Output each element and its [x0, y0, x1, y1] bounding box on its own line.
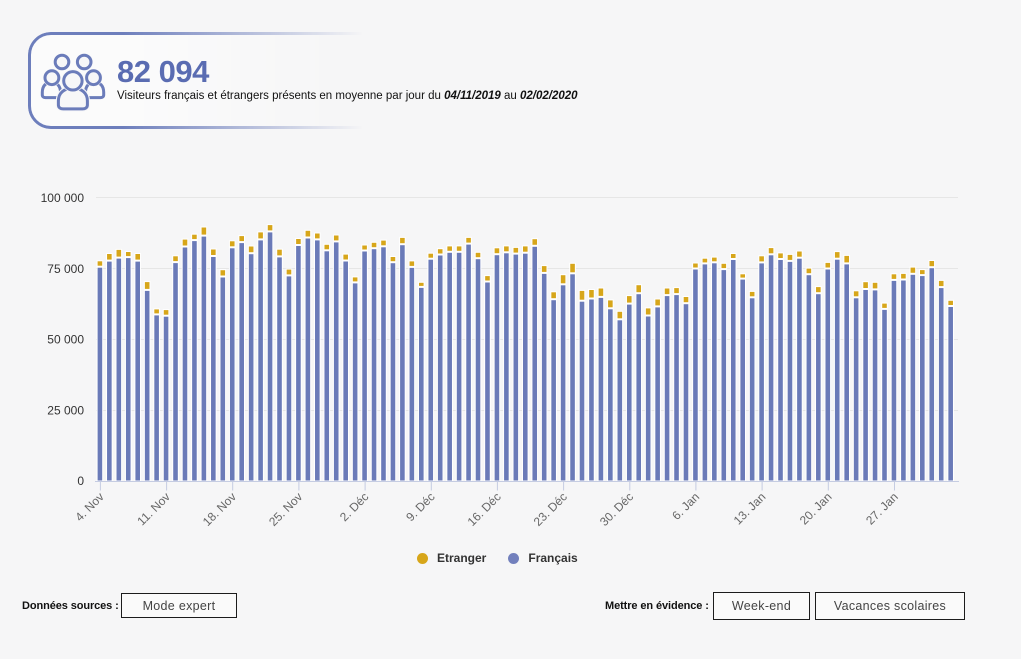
- svg-text:23. Déc: 23. Déc: [531, 490, 570, 529]
- svg-text:25. Nov: 25. Nov: [266, 490, 305, 529]
- svg-text:100 000: 100 000: [41, 191, 85, 205]
- svg-text:25 000: 25 000: [47, 403, 84, 417]
- svg-text:13. Jan: 13. Jan: [731, 490, 769, 528]
- svg-text:20. Jan: 20. Jan: [797, 490, 835, 528]
- svg-text:11. Nov: 11. Nov: [134, 490, 173, 529]
- svg-text:27. Jan: 27. Jan: [863, 490, 901, 528]
- svg-text:16. Déc: 16. Déc: [465, 490, 504, 529]
- svg-text:0: 0: [77, 474, 84, 488]
- svg-text:2. Déc: 2. Déc: [337, 490, 371, 524]
- svg-text:18. Nov: 18. Nov: [200, 490, 239, 529]
- svg-text:75 000: 75 000: [47, 262, 84, 276]
- svg-text:50 000: 50 000: [47, 333, 84, 347]
- svg-text:6. Jan: 6. Jan: [669, 490, 702, 523]
- svg-text:4. Nov: 4. Nov: [72, 490, 106, 524]
- svg-text:30. Déc: 30. Déc: [597, 490, 636, 529]
- svg-text:9. Déc: 9. Déc: [403, 490, 437, 524]
